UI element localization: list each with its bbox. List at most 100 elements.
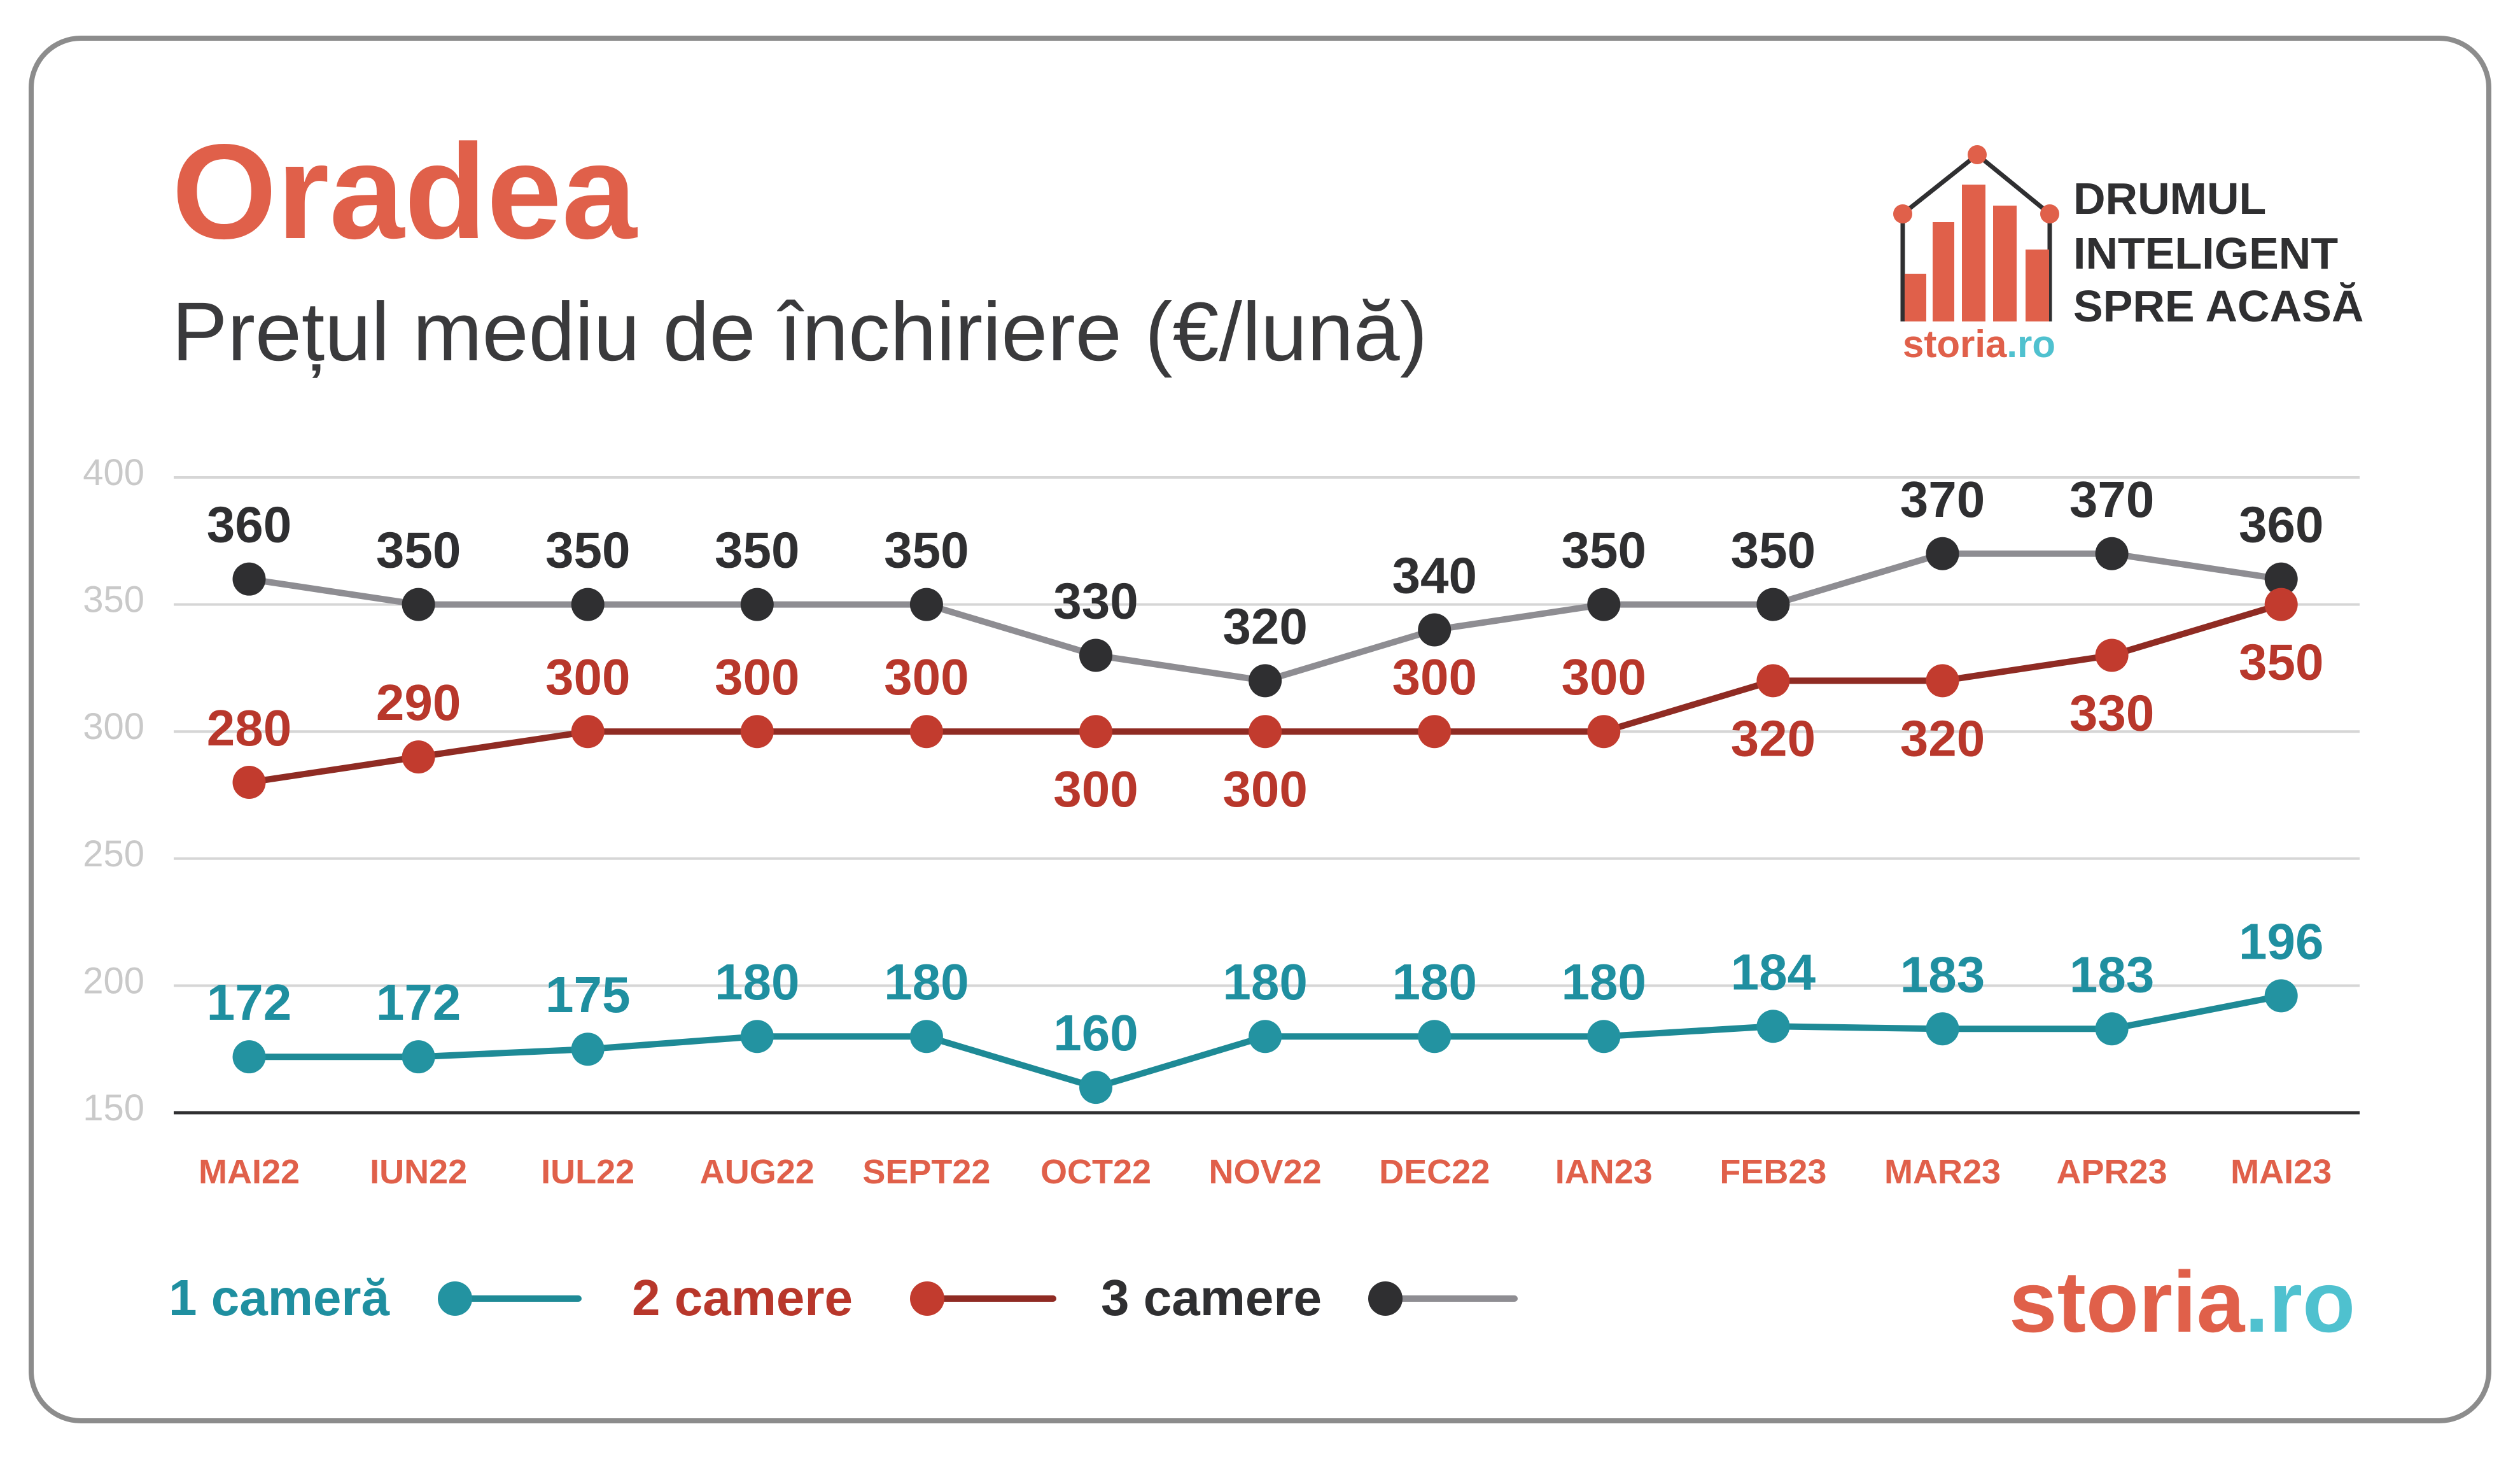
data-label-2-camere-ian23: 300 (1562, 649, 1646, 705)
marker-3-camere-feb23 (1756, 588, 1790, 621)
marker-3-camere-ian23 (1587, 588, 1621, 621)
marker-1-camera-iun22 (402, 1040, 435, 1074)
legend-marker-swatch-2-camere (910, 1281, 944, 1316)
data-label-2-camere-sept22: 300 (884, 649, 969, 705)
marker-2-camere-iun22 (402, 740, 435, 774)
data-label-1-camera-mai22: 172 (207, 974, 291, 1031)
marker-3-camere-mai23 (2264, 562, 2298, 596)
data-label-2-camere-iun22: 290 (376, 674, 461, 731)
marker-1-camera-nov22 (1249, 1020, 1282, 1054)
marker-1-camera-aug22 (740, 1020, 774, 1054)
logo-bar-5 (2026, 250, 2049, 321)
tagline-line-2: INTELIGENT (2073, 229, 2338, 278)
marker-1-camera-feb23 (1756, 1010, 1790, 1043)
marker-1-camera-mar23 (1926, 1012, 1959, 1046)
tagline-line-1: DRUMUL (2073, 174, 2266, 223)
x-tick-label-iun22: IUN22 (370, 1153, 467, 1191)
data-label-2-camere-apr23: 330 (2069, 684, 2154, 741)
data-label-1-camera-mar23: 183 (1900, 946, 1985, 1003)
marker-2-camere-mai22 (232, 766, 266, 800)
footer-brand-main: storia (2009, 1253, 2246, 1350)
data-label-1-camera-sept22: 180 (884, 954, 969, 1010)
data-label-1-camera-iun22: 172 (376, 974, 461, 1031)
data-label-2-camere-dec22: 300 (1392, 649, 1476, 705)
marker-2-camere-dec22 (1418, 715, 1452, 749)
marker-1-camera-mai23 (2264, 979, 2298, 1013)
data-label-3-camere-ian23: 350 (1562, 522, 1646, 579)
data-label-3-camere-nov22: 320 (1222, 598, 1307, 654)
data-label-1-camera-aug22: 180 (715, 954, 799, 1010)
storia-footer-logo: storia.ro (2009, 1253, 2355, 1350)
data-label-1-camera-dec22: 180 (1392, 954, 1476, 1010)
legend-label-3-camere: 3 camere (1101, 1269, 1322, 1326)
legend-marker-swatch-1-camera (438, 1281, 472, 1316)
data-label-3-camere-oct22: 330 (1053, 572, 1138, 629)
house-bar-chart-icon (1893, 145, 2059, 321)
marker-2-camere-apr23 (2095, 638, 2129, 672)
x-tick-label-dec22: DEC22 (1379, 1153, 1490, 1191)
marker-2-camere-feb23 (1756, 664, 1790, 698)
marker-1-camera-iul22 (571, 1033, 605, 1066)
logo-brand-main: storia (1903, 323, 2007, 365)
data-label-3-camere-aug22: 350 (715, 522, 799, 579)
series-markers (232, 537, 2298, 1104)
data-label-2-camere-mai22: 280 (207, 700, 291, 756)
brand-logo: storia.ro DRUMUL INTELIGENT SPRE ACASĂ (1893, 145, 2363, 365)
legend-marker-swatch-3-camere (1368, 1281, 1403, 1316)
x-tick-label-mar23: MAR23 (1884, 1153, 2001, 1191)
legend-item-2-camere: 2 camere (632, 1269, 1056, 1326)
data-label-3-camere-feb23: 350 (1731, 522, 1816, 579)
data-label-3-camere-iul22: 350 (545, 522, 630, 579)
x-tick-label-mai22: MAI22 (199, 1153, 300, 1191)
chart-title: Oradea (172, 116, 638, 267)
data-label-1-camera-mai23: 196 (2239, 913, 2323, 969)
marker-3-camere-mai22 (232, 562, 266, 596)
data-label-3-camere-mar23: 370 (1900, 471, 1985, 528)
marker-2-camere-ian23 (1587, 715, 1621, 749)
data-label-2-camere-oct22: 300 (1053, 761, 1138, 817)
y-tick-label-300: 300 (83, 706, 144, 747)
data-label-2-camere-nov22: 300 (1222, 761, 1307, 817)
line-chart-plot: 400 350 300 250 200 150 MAI22 IUN22 IUL22 AUG22 SE… (83, 452, 2360, 1191)
x-tick-label-iul22: IUL22 (541, 1153, 634, 1191)
marker-3-camere-iun22 (402, 588, 435, 621)
x-tick-label-ian23: IAN23 (1555, 1153, 1653, 1191)
marker-3-camere-mar23 (1926, 537, 1959, 570)
marker-3-camere-aug22 (740, 588, 774, 621)
logo-bar-3 (1962, 185, 1985, 321)
logo-bar-1 (1905, 274, 1926, 321)
legend-label-2-camere: 2 camere (632, 1269, 853, 1326)
data-label-1-camera-feb23: 184 (1731, 943, 1816, 1000)
y-tick-label-250: 250 (83, 833, 144, 875)
x-tick-label-aug22: AUG22 (700, 1153, 815, 1191)
data-label-2-camere-feb23: 320 (1731, 710, 1816, 766)
data-label-3-camere-iun22: 350 (376, 522, 461, 579)
data-label-3-camere-apr23: 370 (2069, 471, 2154, 528)
marker-1-camera-dec22 (1418, 1020, 1452, 1054)
logo-bar-2 (1933, 222, 1954, 321)
x-tick-label-mai23: MAI23 (2230, 1153, 2332, 1191)
data-label-3-camere-sept22: 350 (884, 522, 969, 579)
data-label-3-camere-mai22: 360 (207, 497, 291, 553)
data-label-2-camere-mar23: 320 (1900, 710, 1985, 766)
data-labels: 360 350 350 350 350 330 320 340 350 350 370 370 360 2… (207, 471, 2324, 1061)
logo-bar-4 (1993, 206, 2017, 321)
marker-1-camera-sept22 (909, 1020, 943, 1054)
y-tick-label-400: 400 (83, 452, 144, 493)
logo-brand-tld: .ro (2006, 323, 2055, 365)
marker-1-camera-apr23 (2095, 1012, 2129, 1046)
x-tick-label-nov22: NOV22 (1209, 1153, 1322, 1191)
data-label-2-camere-aug22: 300 (715, 649, 799, 705)
marker-2-camere-nov22 (1249, 715, 1282, 749)
marker-2-camere-iul22 (571, 715, 605, 749)
marker-3-camere-dec22 (1418, 613, 1452, 647)
x-tick-label-feb23: FEB23 (1719, 1153, 1826, 1191)
footer-brand-tld: .ro (2244, 1253, 2355, 1350)
marker-2-camere-mar23 (1926, 664, 1959, 698)
legend: 1 cameră 2 camere 3 camere (169, 1269, 1518, 1326)
chart-subtitle: Prețul mediu de închiriere (€/lună) (172, 285, 1427, 378)
legend-item-3-camere: 3 camere (1101, 1269, 1518, 1326)
data-label-1-camera-ian23: 180 (1562, 954, 1646, 1010)
legend-label-1-camera: 1 cameră (169, 1269, 389, 1326)
